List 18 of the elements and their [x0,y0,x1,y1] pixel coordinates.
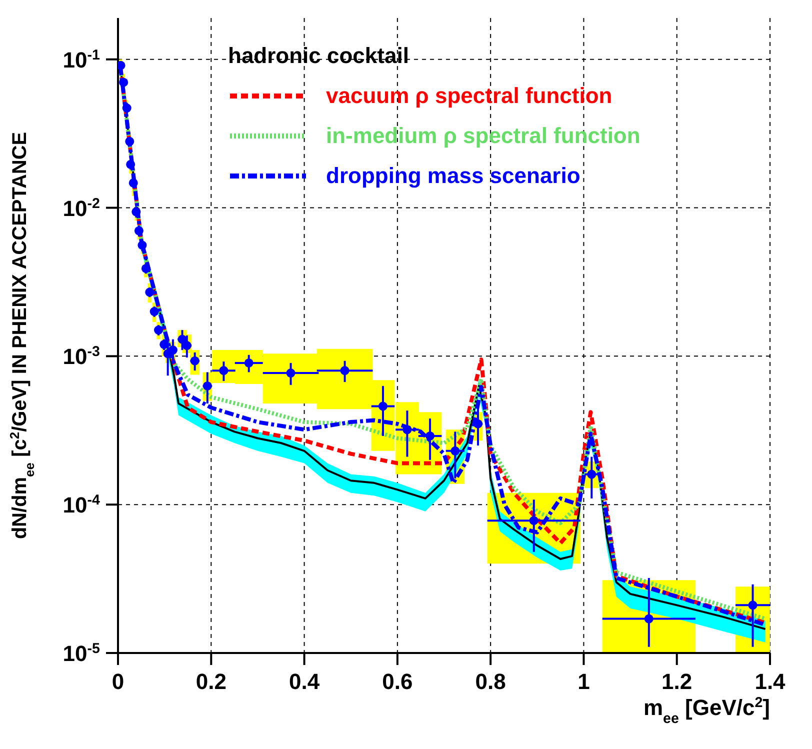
y-tick-label: 10$^{-4}$ [62,492,100,518]
x-tick-label: 0.2 [196,669,226,694]
y-tick-label: 10$^{-1}$ [62,47,100,72]
x-tick-label: 1.2 [662,669,692,694]
x-tick-label: 0 [112,669,124,694]
x-tick-label: 0.4 [288,669,320,694]
text: hadronic cocktail [228,43,409,68]
y-tick-label: 10$^{-2}$ [62,196,100,221]
legend-label: vacuum ρ spectral function [326,83,612,108]
legend-label: in-medium ρ spectral function [326,123,640,148]
legend-label: dropping mass scenario [326,163,580,188]
x-tick-label: 0.6 [382,669,413,694]
x-axis-title: m$_{ee}$ [GeV/c$^{2}$] [643,695,770,727]
y-tick-label: 10$^{-5}$ [62,641,100,666]
y-tick-label: 10$^{-3}$ [62,344,100,370]
x-tick-label: 0.8 [475,669,506,694]
x-tick-label: 1 [578,669,590,694]
x-tick-label: 1.4 [754,669,786,694]
